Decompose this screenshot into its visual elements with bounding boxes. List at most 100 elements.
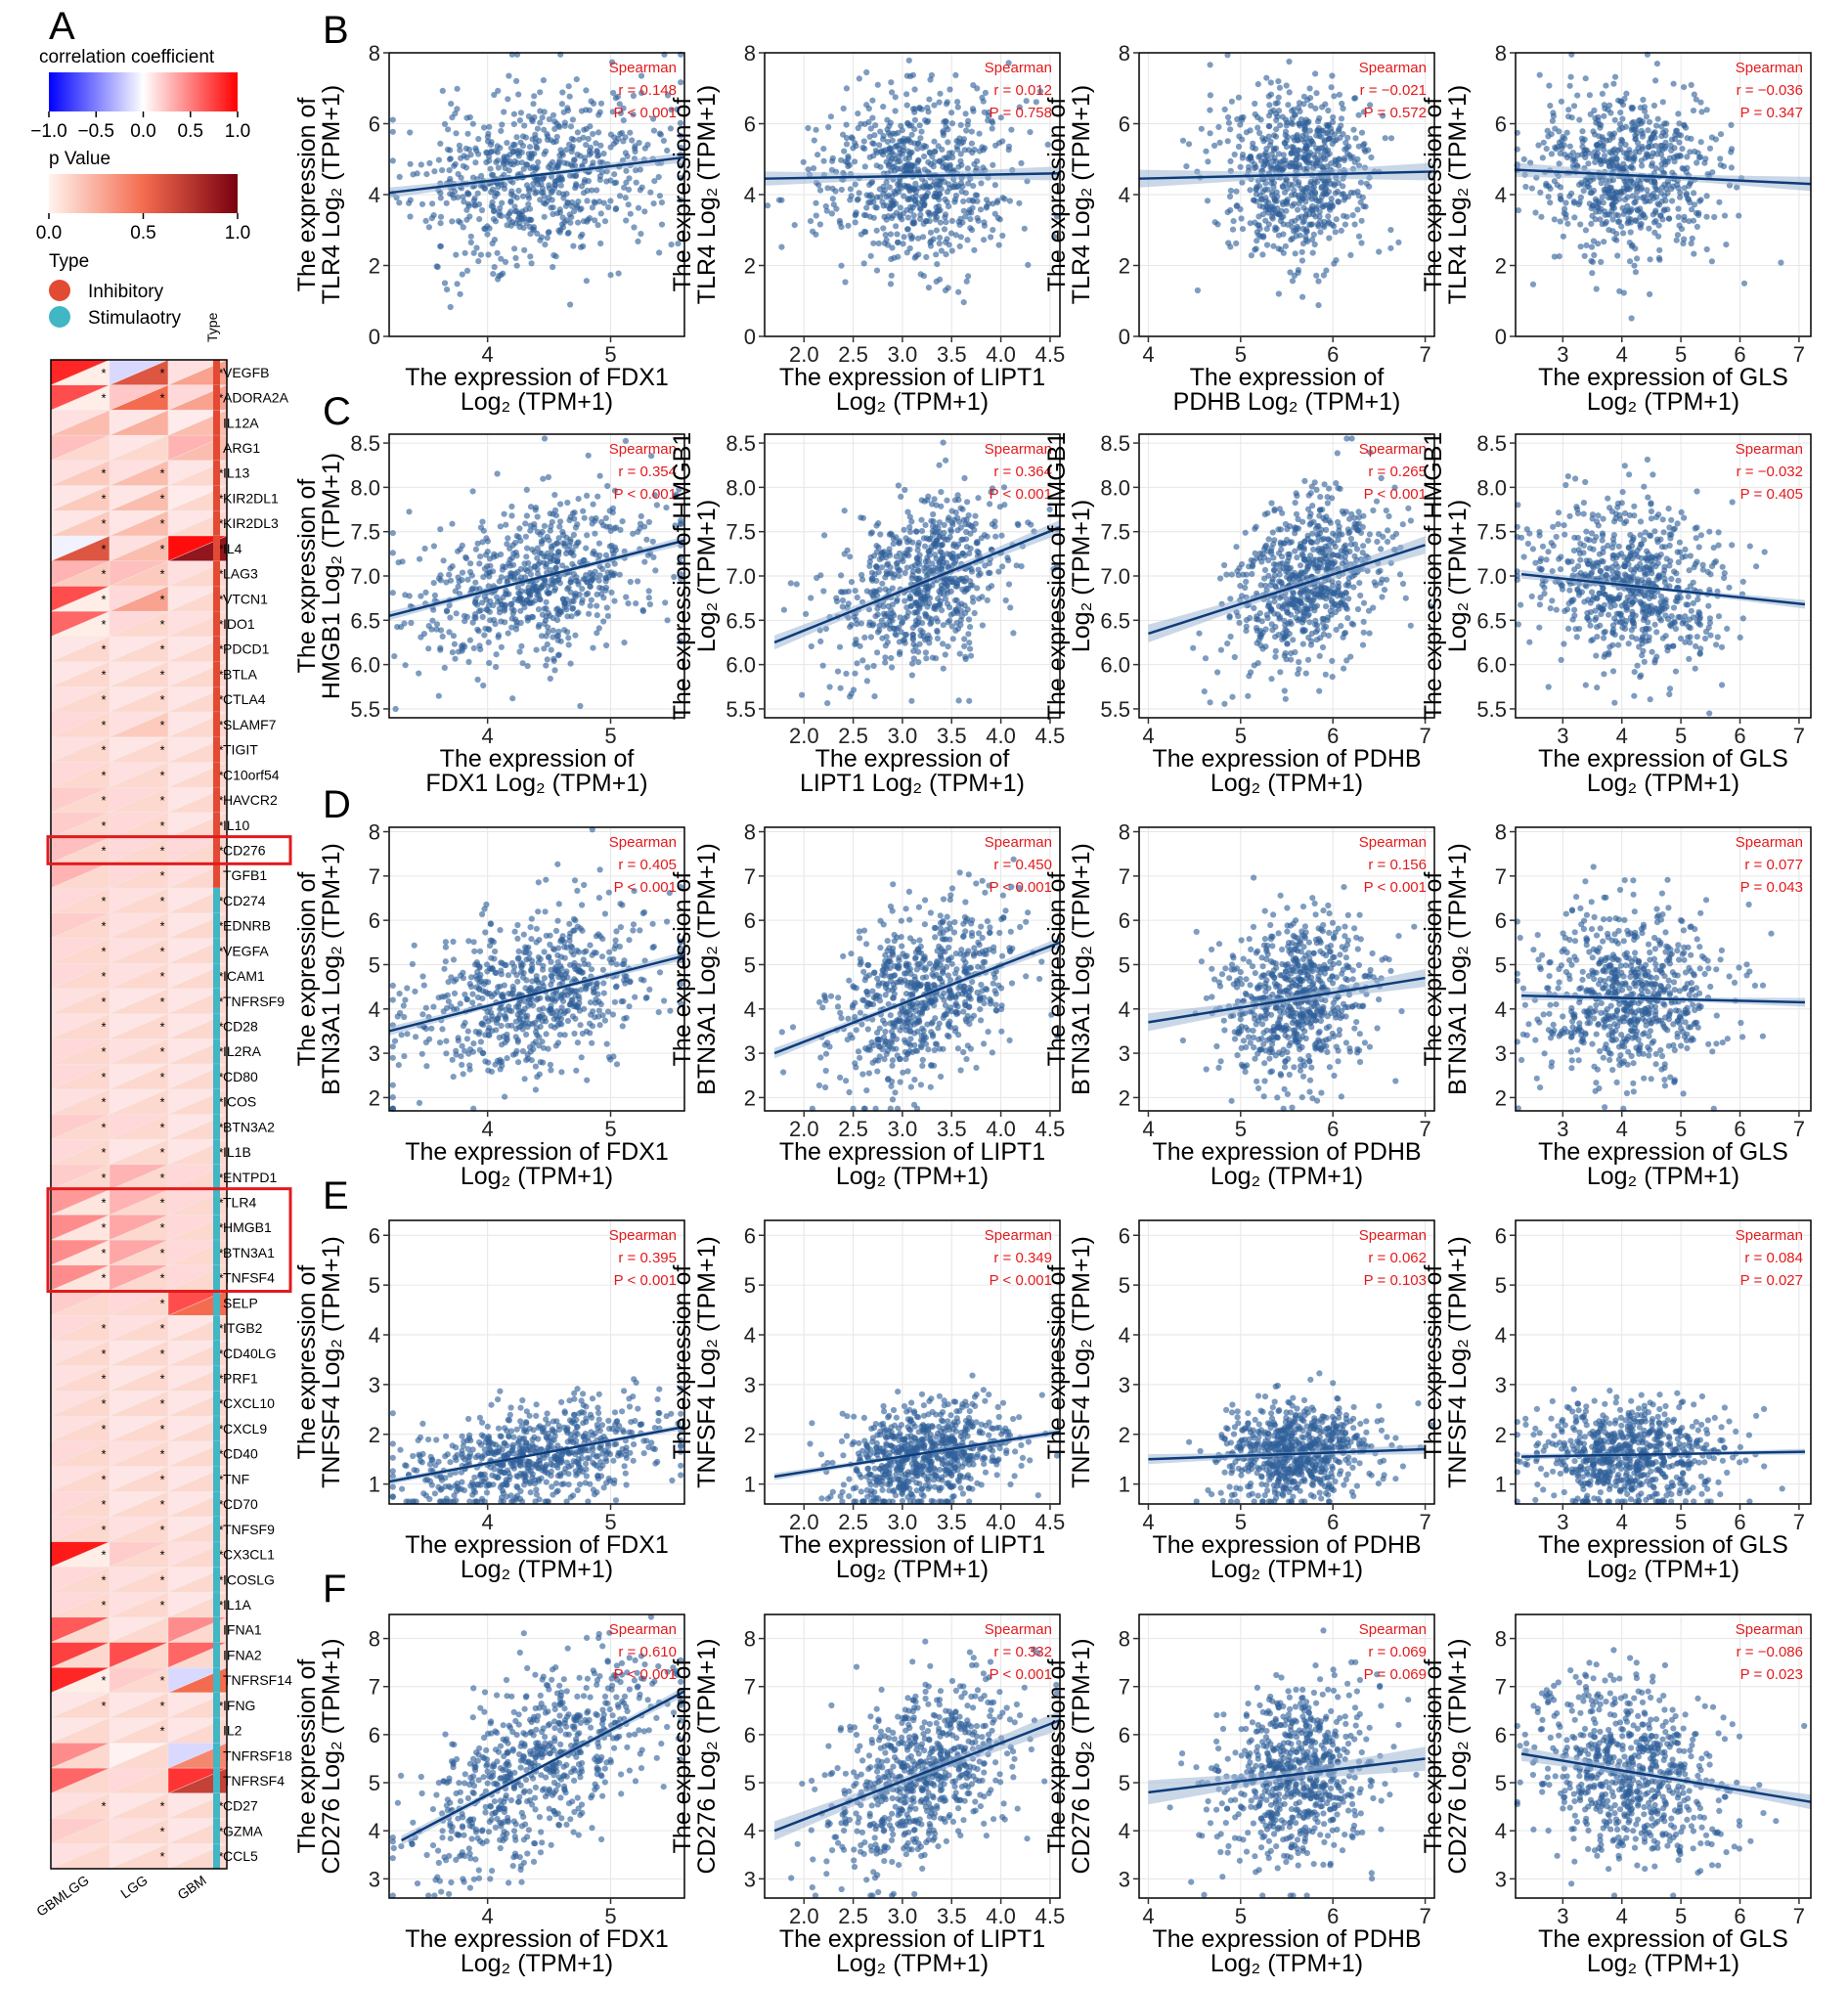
data-point [847,553,854,560]
type-bar-segment [213,661,220,687]
data-point [962,110,969,117]
data-point [443,607,451,614]
data-point [1263,74,1270,81]
gene-label: TNFRSF14 [223,1672,292,1688]
data-point [1669,198,1676,204]
y-tick-label: 8 [1119,41,1130,66]
significance-star: * [159,1548,164,1563]
data-point [957,621,964,629]
data-point [462,249,468,256]
data-point [1395,239,1402,245]
data-point [1256,129,1263,137]
data-point [927,229,935,236]
data-point [927,243,935,249]
data-point [638,184,645,191]
data-point [1629,105,1636,111]
data-point [870,214,877,221]
gene-label: EDNRB [223,918,271,934]
heatmap-correlation-triangle [167,1365,228,1392]
data-point [928,517,935,524]
data-point [1565,113,1572,120]
data-point [518,642,525,649]
data-point [605,203,612,211]
data-point [1591,107,1598,114]
data-point [494,191,501,198]
data-point [549,518,555,525]
type-bar-segment [213,1592,220,1618]
data-point [1613,231,1620,238]
data-point [974,198,981,204]
data-point [583,545,590,552]
type-bar-segment [213,1240,220,1266]
data-point [520,165,527,172]
data-point [1360,142,1367,149]
data-point [1347,189,1354,197]
data-point [429,617,436,624]
data-point [406,508,413,515]
data-point [1703,193,1710,199]
data-point [477,553,484,560]
panel-label-d: D [323,783,351,826]
corr-colorbar [49,72,238,111]
data-point [647,189,654,196]
data-point [1665,215,1673,222]
data-point [633,167,639,174]
data-point [963,544,971,551]
data-point [1274,100,1281,107]
data-point [880,225,887,232]
data-point [1624,194,1631,200]
data-point [550,264,556,271]
data-point [483,597,490,603]
heatmap-correlation-triangle [109,912,169,939]
heatmap-correlation-triangle [109,988,169,1014]
data-point [531,113,538,121]
data-point [583,87,590,94]
data-point [918,527,926,535]
data-point [441,664,448,672]
data-point [541,645,548,652]
data-point [569,560,576,567]
heatmap-correlation-triangle [167,1063,228,1090]
data-point [974,214,981,222]
y-tick-label: 8.0 [350,475,380,500]
data-point [603,641,610,649]
heatmap-correlation-triangle [109,1365,169,1392]
data-point [918,128,925,135]
spearman-stat: Spearman [609,60,677,76]
data-point [1565,107,1572,113]
data-point [620,105,627,111]
data-point [618,129,626,137]
data-point [1308,138,1315,145]
heatmap-correlation-triangle [109,510,169,537]
data-point [1338,115,1345,122]
heatmap-correlation-triangle [109,485,169,511]
data-point [931,138,938,145]
data-point [854,594,860,601]
significance-star: * [218,1472,223,1486]
data-point [814,152,821,158]
data-point [1299,225,1306,233]
stimulatory-label: Stimulaotry [88,308,182,329]
data-point [459,542,465,550]
data-point [899,216,905,223]
data-point [573,76,580,83]
data-point [904,148,911,155]
data-point [526,144,534,151]
data-point [1703,245,1710,253]
gene-label: VEGFB [223,365,269,380]
data-point [1664,158,1671,165]
data-point [860,260,867,267]
data-point [500,563,506,570]
data-point [623,594,630,600]
data-point [525,112,533,120]
data-point [1203,148,1210,155]
data-point [956,650,963,657]
data-point [595,625,602,632]
data-point [557,147,564,154]
data-point [1586,200,1593,207]
data-point [633,179,639,186]
data-point [507,600,514,608]
data-point [895,253,902,260]
heatmap-correlation-triangle [167,1088,228,1115]
